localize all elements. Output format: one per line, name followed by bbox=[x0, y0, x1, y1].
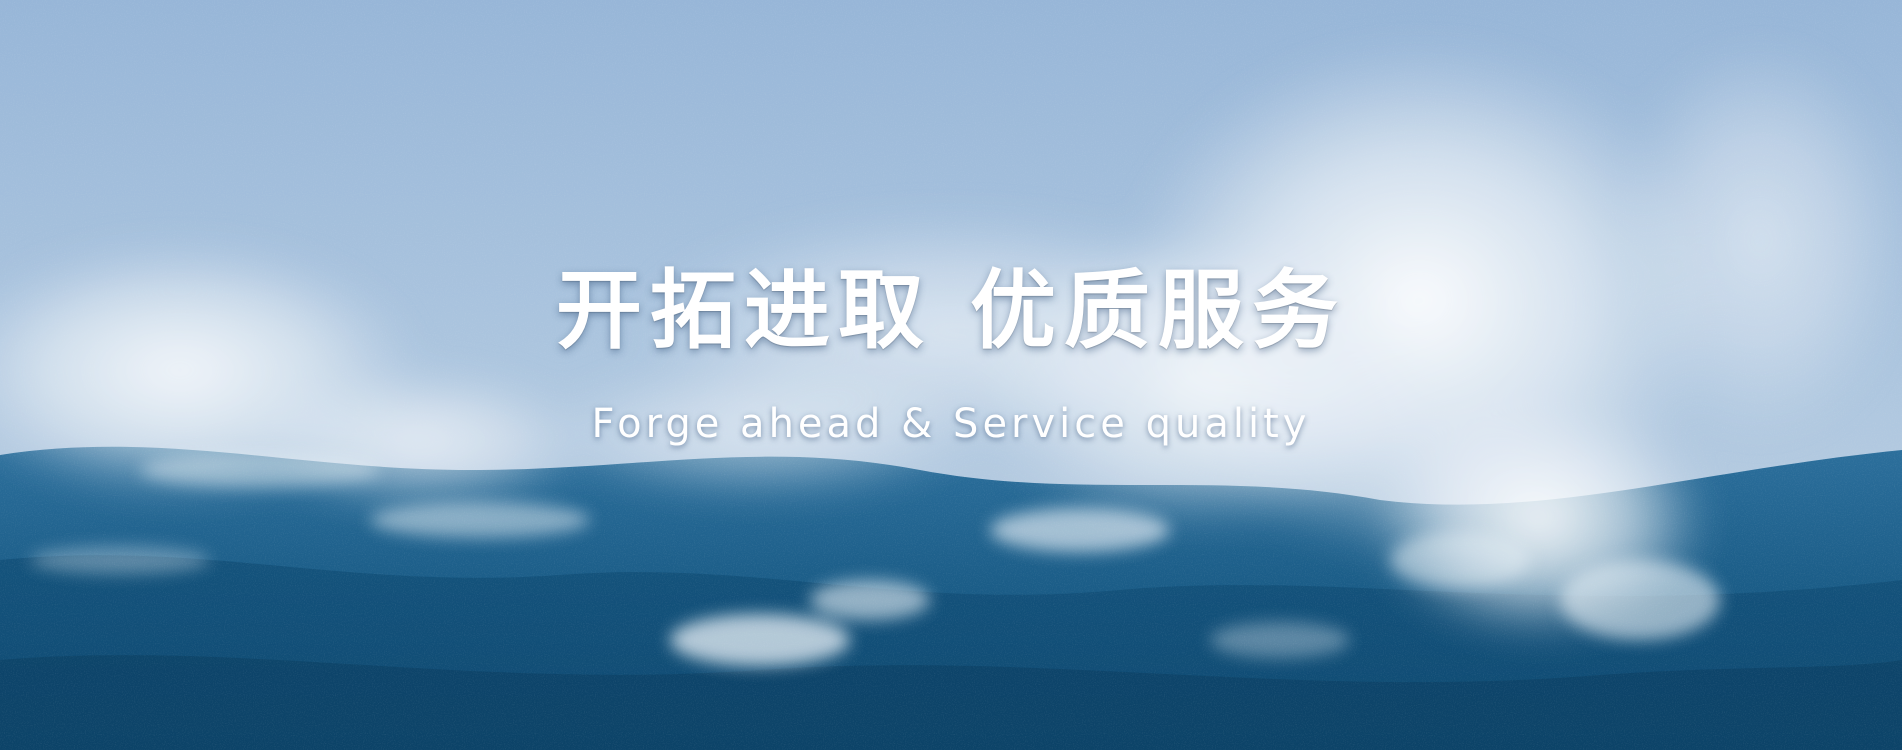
banner-subtitle: Forge ahead & Service quality bbox=[591, 401, 1311, 447]
banner-headline: 开拓进取 优质服务 bbox=[556, 261, 1346, 361]
